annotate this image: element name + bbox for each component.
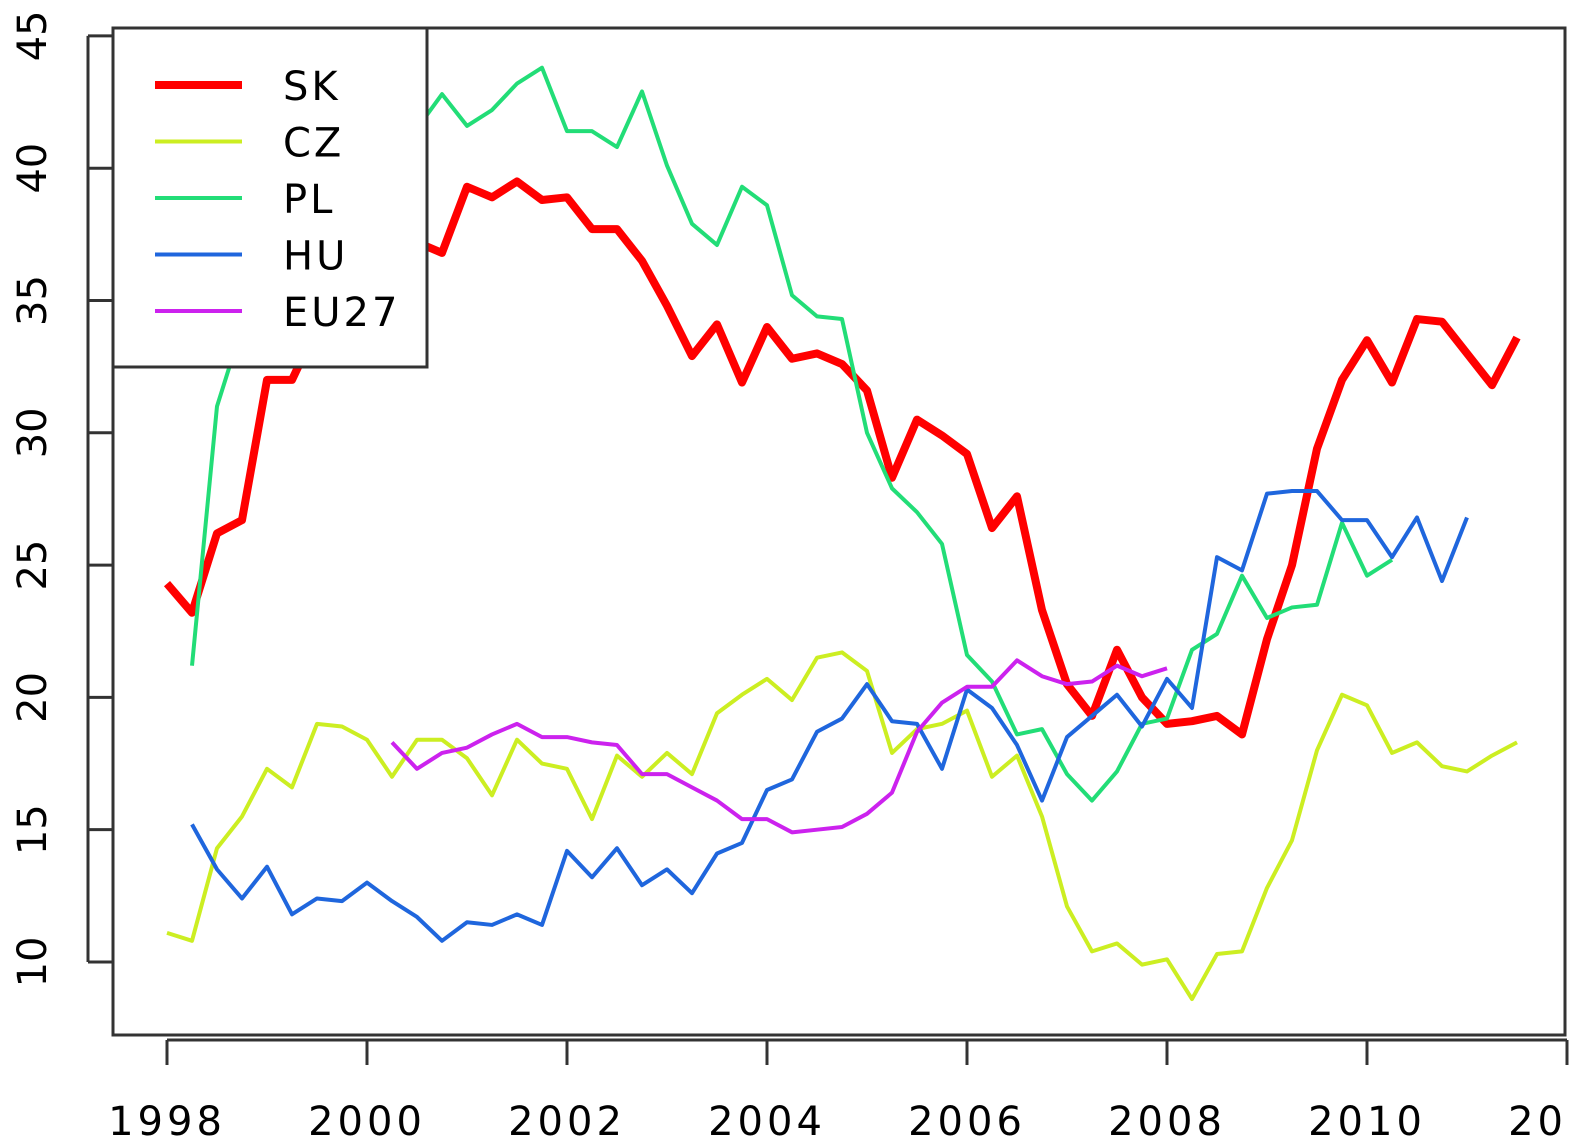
- x-tick-label: 2012: [1508, 1099, 1571, 1143]
- y-tick-label: 40: [10, 143, 56, 194]
- x-tick-label: 2008: [1108, 1099, 1226, 1143]
- plot-frame: [111, 26, 1567, 1037]
- y-tick-label: 45: [10, 10, 56, 61]
- legend-label: SK: [283, 64, 341, 110]
- legend-label: PL: [283, 177, 335, 223]
- series-line: [390, 658, 1168, 835]
- legend: SK CZ PL HU EU27: [111, 26, 429, 369]
- y-tick-label: 10: [10, 937, 56, 988]
- x-tick-label: 2002: [508, 1099, 626, 1143]
- x-tick-label: 2004: [708, 1099, 826, 1143]
- y-tick-label: 20: [10, 672, 56, 723]
- legend-label: HU: [283, 234, 348, 280]
- y-tick-label: 25: [10, 540, 56, 591]
- series-line: [166, 650, 1518, 1002]
- legend-label: EU27: [283, 290, 400, 336]
- x-tick-label: 2010: [1308, 1099, 1426, 1143]
- y-tick-label: 35: [10, 275, 56, 326]
- legend-label: CZ: [283, 121, 344, 167]
- x-tick-label: 1998: [108, 1099, 226, 1143]
- y-tick-label: 15: [10, 804, 56, 855]
- series-line: [190, 489, 1469, 943]
- x-tick-label: 2006: [908, 1099, 1026, 1143]
- x-tick-label: 2000: [308, 1099, 426, 1143]
- y-tick-label: 30: [10, 407, 56, 458]
